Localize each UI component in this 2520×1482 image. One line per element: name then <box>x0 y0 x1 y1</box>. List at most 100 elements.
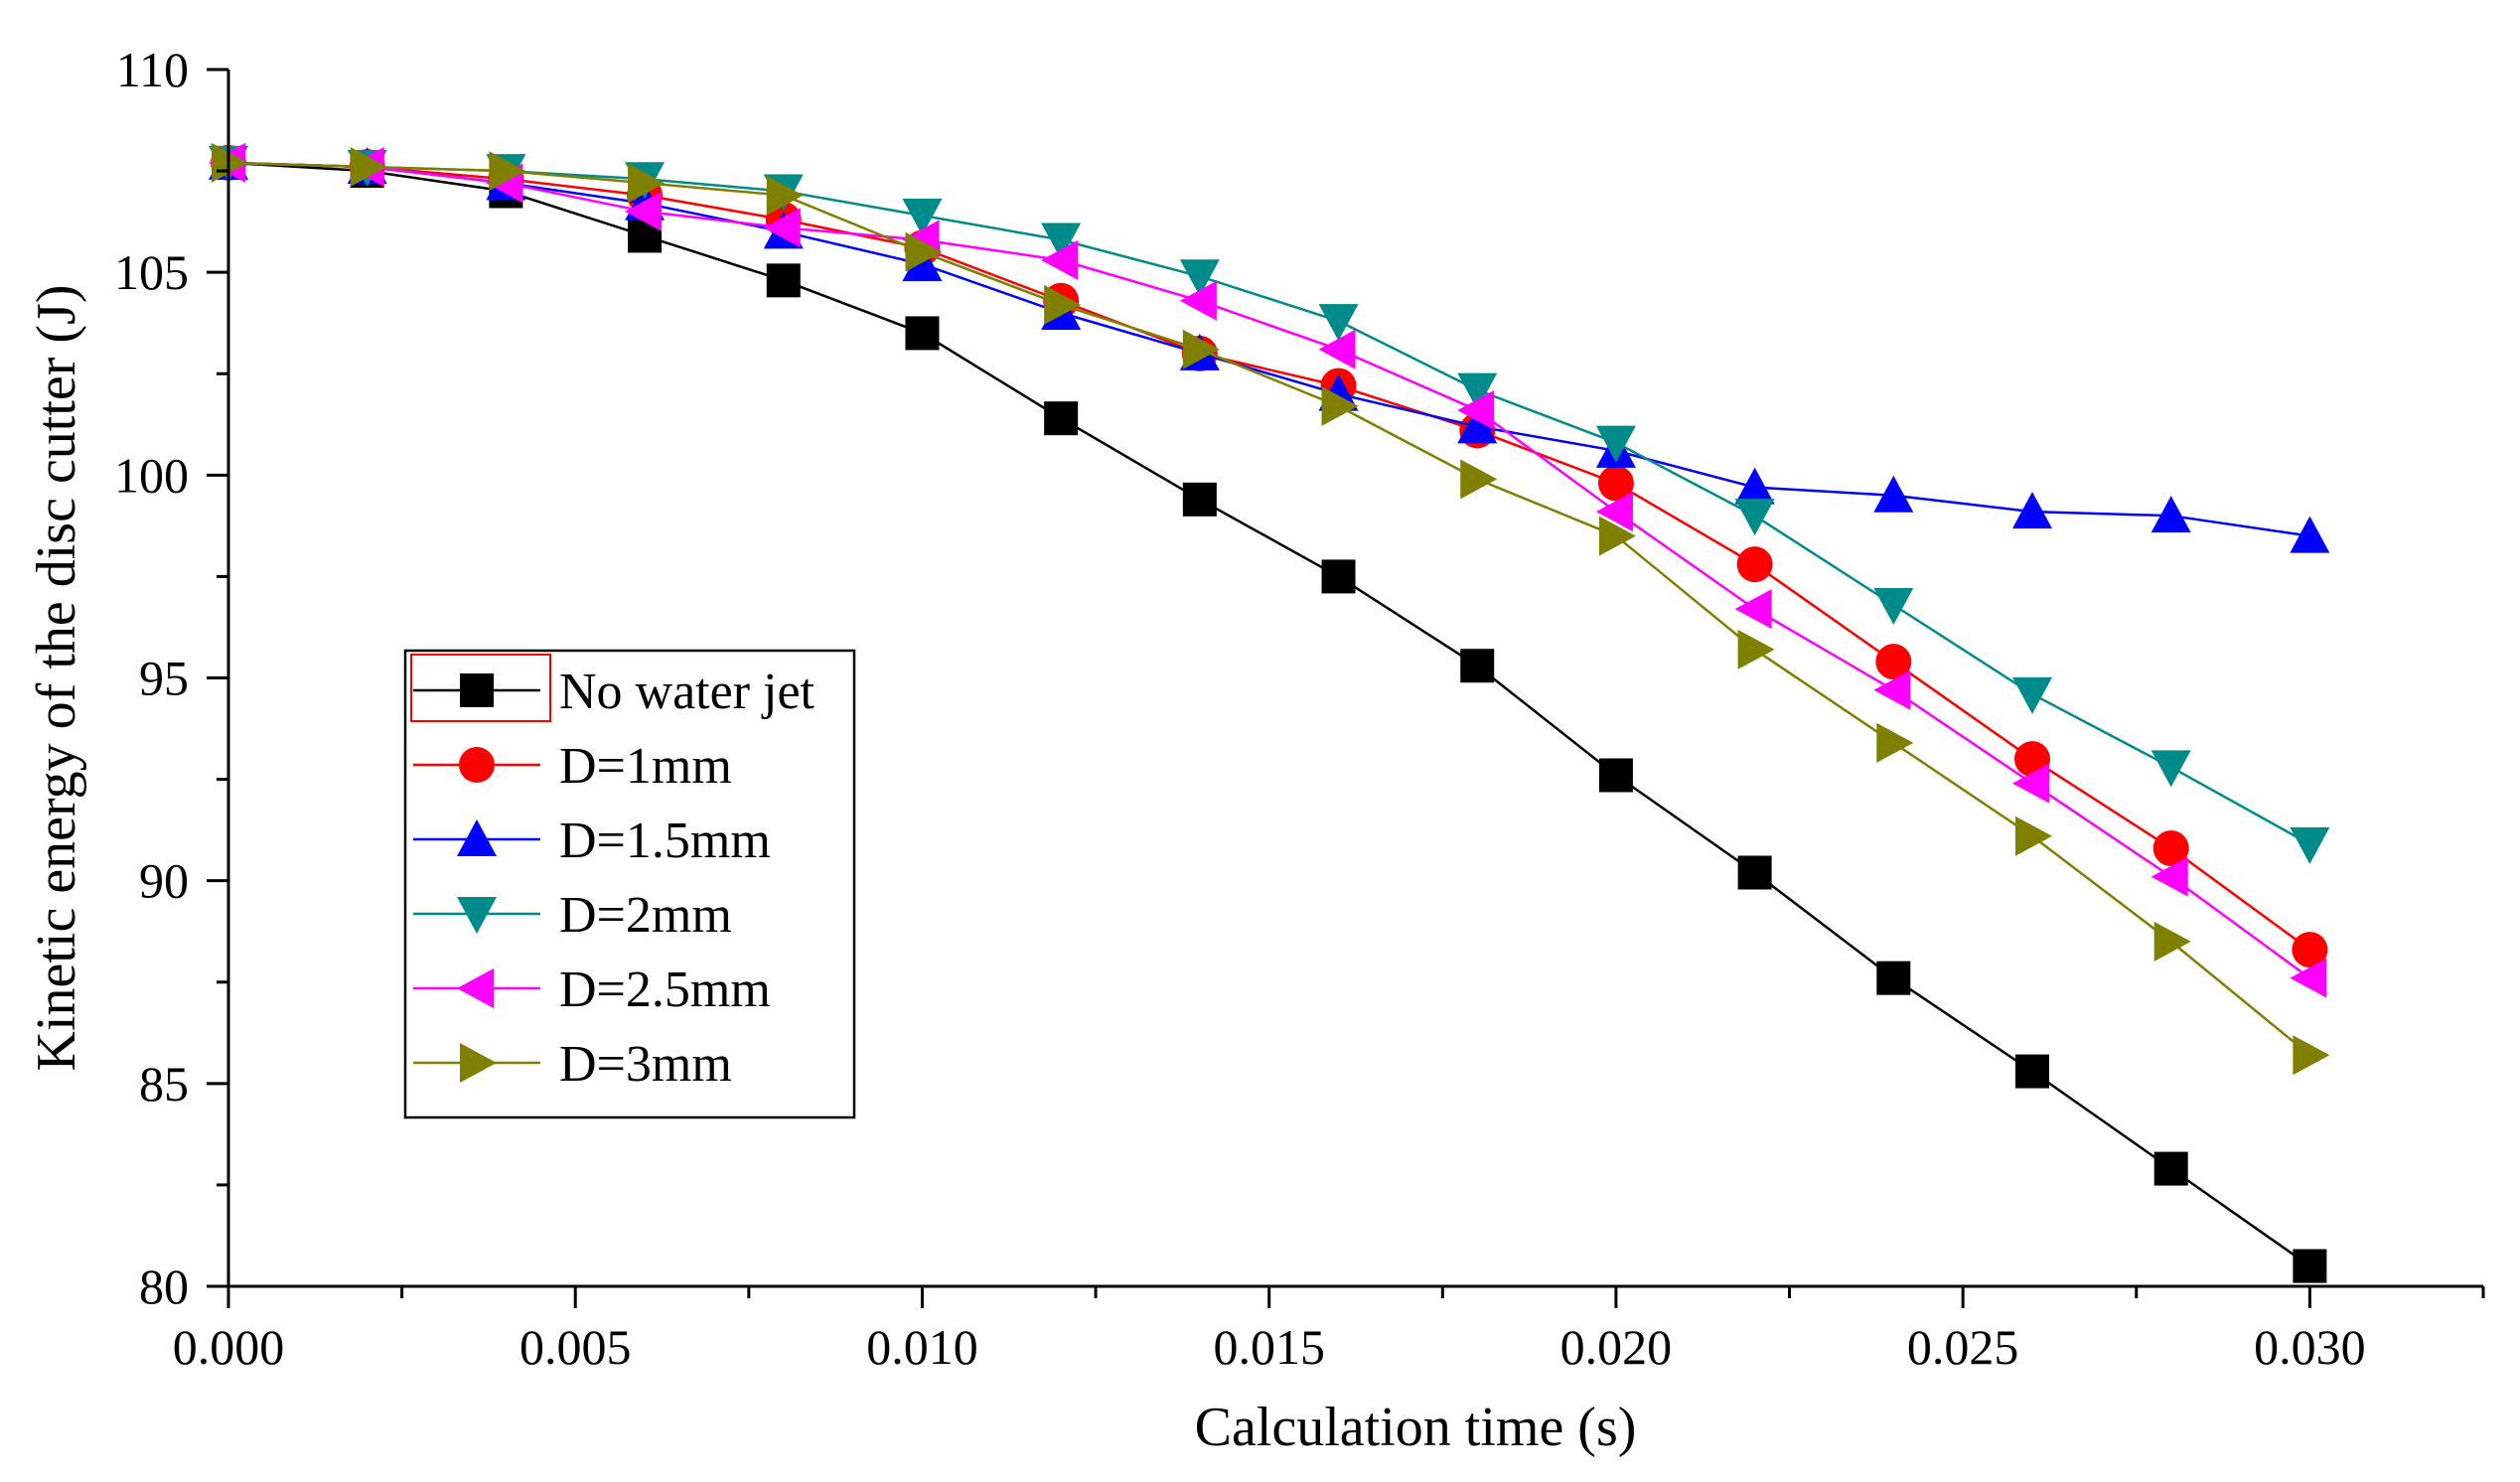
legend-marker-d-3mm <box>460 1043 497 1083</box>
data-point-d-2-5mm-10 <box>1595 492 1633 532</box>
data-point-d-2-5mm-4 <box>763 208 801 248</box>
data-point-d-3mm-2 <box>489 151 526 192</box>
y-tick-label-2: 90 <box>139 853 189 909</box>
y-tick-label-5: 105 <box>114 244 189 300</box>
data-point-d-3mm-14 <box>2153 921 2191 962</box>
data-point-d-3mm-5 <box>905 231 943 272</box>
series-line-d-3mm <box>227 161 2311 1057</box>
axes-layer: 0.000 0.005 0.010 0.015 0.020 0.025 0.030 80 85 9… <box>26 42 2485 1458</box>
data-point-no-water-jet-8 <box>1321 559 1356 594</box>
data-point-d-3mm-8 <box>1321 385 1359 426</box>
data-point-d-2-5mm-3 <box>625 191 663 231</box>
x-tick-label-2: 0.010 <box>866 1319 978 1375</box>
legend-item-d-3mm: D=3mm <box>413 1036 732 1093</box>
data-point-no-water-jet-9 <box>1460 649 1495 683</box>
x-tick-label-3: 0.015 <box>1213 1319 1325 1375</box>
legend-marker-d-2mm <box>457 897 497 934</box>
data-point-d-2mm-7 <box>1179 259 1220 297</box>
legend-item-d-2mm: D=2mm <box>413 887 732 944</box>
data-point-d-3mm-15 <box>2293 1035 2330 1076</box>
data-point-no-water-jet-4 <box>766 263 801 298</box>
series-layer <box>209 142 2330 1283</box>
legend-label-d-3mm: D=3mm <box>559 1036 732 1093</box>
series-d-1-5mm <box>209 142 2330 553</box>
data-point-d-2mm-10 <box>1595 425 1636 463</box>
data-point-d-1-5mm-15 <box>2290 516 2330 553</box>
data-point-d-2mm-5 <box>902 199 943 235</box>
y-tick-label-3: 95 <box>139 651 189 706</box>
data-point-d-1-5mm-13 <box>2012 492 2052 529</box>
legend: No water jet D=1mm D=1.5mm D=2mm D=2.5mm D=3m… <box>403 649 856 1119</box>
x-tick-label-4: 0.020 <box>1560 1319 1673 1375</box>
y-tick-label-4: 100 <box>114 447 189 503</box>
x-axis-title: Calculation time (s) <box>1195 1397 1637 1458</box>
data-point-d-1mm-10 <box>1597 465 1634 502</box>
series-line-d-2-5mm <box>227 161 2311 979</box>
series-line-d-2mm <box>227 161 2311 845</box>
x-tick-label-5: 0.025 <box>1907 1319 2019 1375</box>
legend-label-d-2-5mm: D=2.5mm <box>559 962 771 1018</box>
series-line-no-water-jet <box>227 161 2311 1267</box>
data-point-d-1mm-15 <box>2292 932 2328 968</box>
data-point-d-2-5mm-8 <box>1318 329 1356 370</box>
data-point-d-3mm-6 <box>1044 284 1082 325</box>
legend-label-d-1mm: D=1mm <box>559 738 732 795</box>
data-point-no-water-jet-14 <box>2153 1151 2188 1186</box>
data-point-d-2mm-15 <box>2290 826 2330 864</box>
data-point-d-1-5mm-12 <box>1873 475 1914 513</box>
series-line-d-1-5mm <box>227 161 2310 537</box>
data-point-no-water-jet-10 <box>1598 758 1633 793</box>
x-tick-label-1: 0.005 <box>519 1319 632 1375</box>
data-point-d-2-5mm-9 <box>1457 390 1495 430</box>
legend-item-no-water-jet: No water jet <box>413 664 815 720</box>
data-point-d-2-5mm-15 <box>2290 958 2327 998</box>
data-point-d-2mm-8 <box>1318 304 1359 342</box>
data-point-no-water-jet-7 <box>1182 482 1217 517</box>
data-point-d-3mm-13 <box>2015 815 2052 856</box>
y-tick-label-1: 85 <box>139 1056 189 1112</box>
data-point-d-3mm-1 <box>350 147 387 187</box>
data-point-d-3mm-9 <box>1460 459 1498 500</box>
data-point-d-2-5mm-14 <box>2150 856 2188 897</box>
data-point-d-1-5mm-14 <box>2150 496 2191 533</box>
data-point-d-1mm-14 <box>2152 830 2189 866</box>
data-point-d-3mm-11 <box>1737 629 1775 669</box>
data-point-no-water-jet-6 <box>1044 401 1079 436</box>
data-point-d-3mm-4 <box>766 175 804 216</box>
y-tick-label-6: 110 <box>116 42 189 97</box>
legend-marker-d-1mm <box>459 747 495 783</box>
data-point-no-water-jet-13 <box>2015 1054 2049 1089</box>
x-tick-label-6: 0.030 <box>2254 1319 2366 1375</box>
y-tick-label-0: 80 <box>139 1259 189 1314</box>
legend-marker-d-1-5mm <box>457 819 497 856</box>
series-line-d-1mm <box>227 161 2311 952</box>
y-axis-title: Kinetic energy of the disc cutter (J) <box>26 284 87 1071</box>
data-point-d-3mm-10 <box>1598 516 1636 556</box>
data-point-d-2mm-13 <box>2012 676 2052 714</box>
data-point-d-2mm-12 <box>1873 588 1914 625</box>
legend-label-d-2mm: D=2mm <box>559 887 732 944</box>
legend-label-no-water-jet: No water jet <box>559 664 815 720</box>
data-point-d-3mm-7 <box>1182 329 1220 370</box>
legend-item-d-2-5mm: D=2.5mm <box>413 962 771 1018</box>
legend-item-d-1mm: D=1mm <box>413 738 732 795</box>
legend-label-d-1-5mm: D=1.5mm <box>559 813 771 869</box>
data-point-no-water-jet-5 <box>905 316 940 351</box>
data-point-d-2-5mm-11 <box>1734 589 1772 630</box>
data-point-d-2-5mm-6 <box>1041 239 1079 280</box>
data-point-d-1-5mm-9 <box>1457 406 1498 444</box>
legend-marker-no-water-jet <box>460 673 494 707</box>
x-tick-label-0: 0.000 <box>173 1319 285 1375</box>
data-point-d-1-5mm-11 <box>1734 467 1775 505</box>
data-point-d-2-5mm-12 <box>1873 669 1911 710</box>
data-point-d-2mm-11 <box>1734 499 1775 536</box>
series-d-3mm <box>212 142 2330 1076</box>
legend-marker-d-2-5mm <box>457 968 494 1008</box>
data-point-d-2mm-9 <box>1457 372 1498 410</box>
legend-box <box>403 649 856 1119</box>
legend-item-d-1-5mm: D=1.5mm <box>413 813 771 869</box>
data-point-no-water-jet-12 <box>1876 961 1911 995</box>
data-point-no-water-jet-11 <box>1737 855 1772 890</box>
